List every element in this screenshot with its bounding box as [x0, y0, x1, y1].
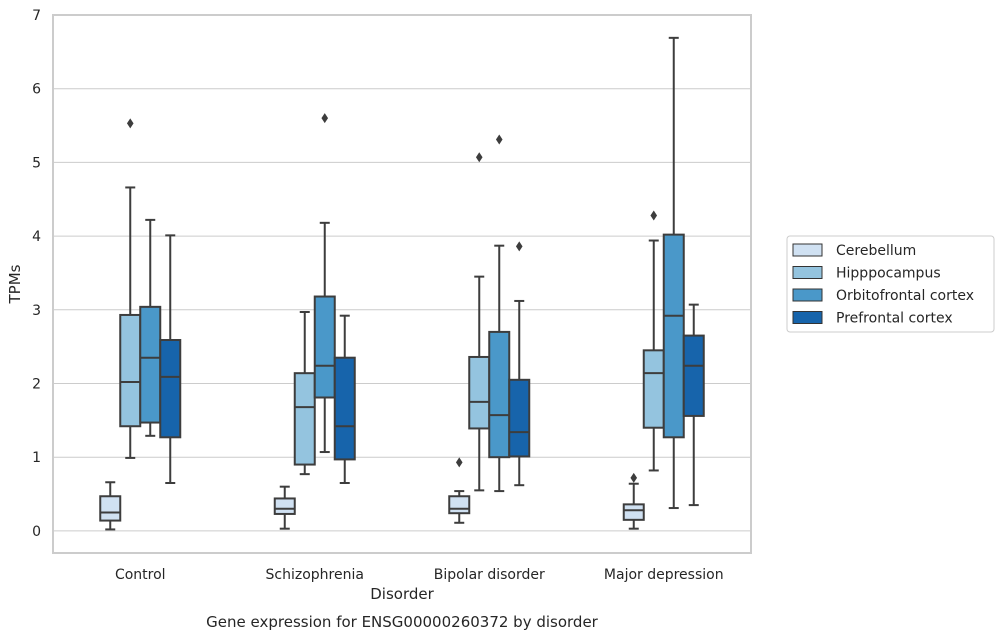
y-tick-label: 1	[32, 450, 41, 466]
y-tick-label: 5	[32, 155, 41, 171]
legend-frame	[786, 235, 995, 333]
outlier-point	[515, 241, 523, 252]
box-orbitofrontal-cortex	[313, 113, 336, 454]
legend-swatch	[792, 243, 823, 257]
legend: Cerebellum Hipppocampus Orbitofrontal cort…	[786, 235, 995, 333]
box-prefrontal-cortex	[159, 234, 182, 484]
y-tick-label: 2	[32, 376, 41, 392]
boxes	[99, 36, 705, 531]
outlier-point	[495, 134, 503, 145]
box-iqr	[488, 330, 511, 459]
chart-title: Gene expression for ENSG00000260372 by d…	[206, 613, 599, 631]
outlier-point	[321, 113, 329, 124]
y-tick-label: 0	[32, 524, 41, 540]
box-hipppocampus	[642, 210, 665, 472]
outlier-point	[650, 210, 658, 221]
outlier-point	[475, 152, 483, 163]
box-cerebellum	[273, 485, 296, 530]
box-iqr	[642, 349, 665, 429]
plot-frame	[52, 14, 752, 554]
outlier-point	[455, 457, 463, 468]
plot-area-background	[53, 15, 751, 553]
box-hipppocampus	[293, 311, 316, 476]
box-iqr	[159, 339, 182, 439]
box-orbitofrontal-cortex	[662, 36, 685, 510]
box-cerebellum	[99, 481, 122, 531]
x-tick-labels: Control Schizophrenia Bipolar disorder Majo…	[115, 567, 724, 583]
y-tick-labels: 0 1 2 3 4 5 6 7	[32, 8, 41, 540]
box-iqr	[508, 378, 531, 458]
legend-swatch	[792, 288, 823, 302]
box-prefrontal-cortex	[682, 303, 705, 507]
y-tick-label: 4	[32, 229, 41, 245]
box-iqr	[293, 372, 316, 466]
y-tick-label: 7	[32, 8, 41, 24]
y-tick-label: 3	[32, 303, 41, 319]
box-iqr	[119, 313, 142, 428]
box-iqr	[448, 495, 471, 515]
box-iqr	[273, 497, 296, 515]
x-tick-label: Control	[115, 567, 166, 583]
box-iqr	[622, 503, 645, 521]
legend-label: Prefrontal cortex	[836, 311, 953, 327]
y-axis-label: TPMs	[6, 264, 24, 304]
box-iqr	[313, 295, 336, 399]
box-prefrontal-cortex	[508, 241, 531, 487]
box-iqr	[662, 233, 685, 439]
outlier-point	[630, 472, 638, 483]
box-iqr	[139, 305, 162, 424]
box-iqr	[99, 495, 122, 522]
box-hipppocampus	[468, 152, 491, 492]
box-prefrontal-cortex	[333, 314, 356, 484]
y-tick-label: 6	[32, 82, 41, 98]
x-tick-label: Schizophrenia	[266, 567, 364, 583]
legend-swatch	[792, 311, 823, 324]
box-cerebellum	[448, 457, 471, 524]
box-iqr	[333, 356, 356, 461]
x-axis-label: Disorder	[370, 585, 434, 603]
legend-label: Cerebellum	[836, 243, 916, 259]
box-cerebellum	[622, 472, 645, 530]
box-iqr	[468, 355, 491, 430]
x-tick-label: Major depression	[604, 567, 724, 583]
legend-label: Hipppocampus	[836, 266, 941, 282]
box-iqr	[682, 334, 705, 417]
legend-label: Orbitofrontal cortex	[836, 288, 974, 304]
outlier-point	[126, 118, 134, 129]
legend-swatch	[792, 266, 823, 279]
x-tick-label: Bipolar disorder	[434, 567, 545, 583]
